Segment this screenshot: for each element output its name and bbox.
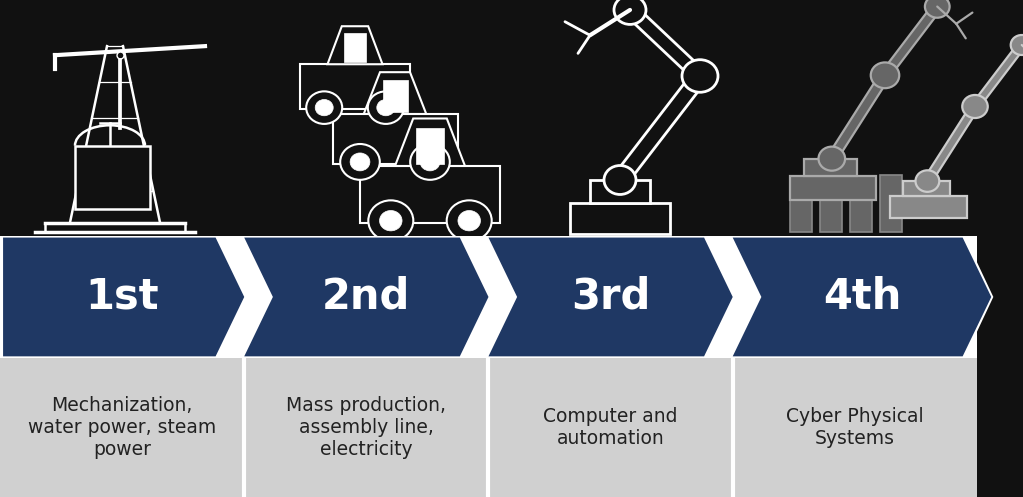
- Text: 2nd: 2nd: [322, 276, 410, 318]
- Polygon shape: [970, 45, 1023, 106]
- Circle shape: [410, 144, 450, 180]
- Point: [483, 494, 495, 497]
- Circle shape: [341, 144, 380, 180]
- FancyBboxPatch shape: [820, 192, 842, 232]
- FancyBboxPatch shape: [0, 358, 977, 497]
- FancyBboxPatch shape: [0, 236, 977, 497]
- Circle shape: [614, 0, 646, 24]
- Polygon shape: [487, 236, 735, 358]
- Circle shape: [871, 63, 899, 88]
- Circle shape: [818, 147, 845, 170]
- Circle shape: [368, 91, 404, 124]
- FancyBboxPatch shape: [344, 33, 366, 63]
- Text: Mass production,
assembly line,
electricity: Mass production, assembly line, electric…: [286, 396, 446, 459]
- Text: 1st: 1st: [85, 276, 159, 318]
- Polygon shape: [620, 10, 710, 76]
- FancyBboxPatch shape: [890, 196, 967, 218]
- Polygon shape: [364, 72, 427, 114]
- Circle shape: [916, 170, 939, 192]
- FancyBboxPatch shape: [0, 360, 240, 495]
- FancyBboxPatch shape: [332, 114, 457, 164]
- Text: Computer and
automation: Computer and automation: [543, 407, 678, 448]
- Circle shape: [350, 153, 370, 171]
- Text: Mechanization,
water power, steam
power: Mechanization, water power, steam power: [28, 396, 216, 459]
- Polygon shape: [732, 238, 991, 356]
- Circle shape: [420, 153, 440, 171]
- FancyBboxPatch shape: [570, 203, 670, 234]
- Circle shape: [380, 211, 402, 231]
- Circle shape: [925, 0, 949, 18]
- FancyBboxPatch shape: [737, 360, 977, 495]
- Polygon shape: [826, 76, 891, 159]
- Polygon shape: [0, 236, 247, 358]
- Polygon shape: [923, 106, 980, 181]
- Text: 4th: 4th: [822, 276, 901, 318]
- Polygon shape: [327, 26, 383, 64]
- FancyBboxPatch shape: [590, 180, 650, 203]
- FancyBboxPatch shape: [383, 80, 407, 112]
- Polygon shape: [489, 238, 732, 356]
- FancyBboxPatch shape: [300, 64, 410, 109]
- FancyBboxPatch shape: [249, 360, 485, 495]
- Circle shape: [604, 166, 636, 194]
- Point: [726, 494, 739, 497]
- Circle shape: [682, 60, 718, 92]
- FancyBboxPatch shape: [0, 358, 977, 497]
- Polygon shape: [243, 236, 491, 358]
- Circle shape: [458, 211, 481, 231]
- Point: [726, 355, 739, 361]
- FancyBboxPatch shape: [360, 166, 500, 223]
- Circle shape: [376, 99, 395, 116]
- Text: Cyber Physical
Systems: Cyber Physical Systems: [786, 407, 924, 448]
- Circle shape: [963, 95, 988, 118]
- Polygon shape: [879, 6, 943, 76]
- FancyBboxPatch shape: [493, 360, 728, 495]
- Circle shape: [447, 200, 492, 241]
- FancyBboxPatch shape: [416, 128, 444, 164]
- FancyBboxPatch shape: [790, 176, 876, 200]
- Polygon shape: [731, 236, 993, 358]
- Circle shape: [315, 99, 333, 116]
- Point: [238, 355, 251, 361]
- Circle shape: [1011, 35, 1023, 55]
- FancyBboxPatch shape: [75, 146, 150, 209]
- Point: [483, 355, 495, 361]
- FancyBboxPatch shape: [850, 183, 872, 232]
- FancyBboxPatch shape: [880, 175, 902, 232]
- Polygon shape: [244, 238, 489, 356]
- Polygon shape: [3, 238, 244, 356]
- Circle shape: [306, 91, 343, 124]
- Text: 3rd: 3rd: [571, 276, 651, 318]
- Polygon shape: [395, 118, 465, 166]
- Polygon shape: [610, 76, 710, 180]
- FancyBboxPatch shape: [790, 200, 812, 232]
- FancyBboxPatch shape: [902, 181, 949, 196]
- Point: [238, 494, 251, 497]
- FancyBboxPatch shape: [804, 159, 856, 176]
- Circle shape: [368, 200, 413, 241]
